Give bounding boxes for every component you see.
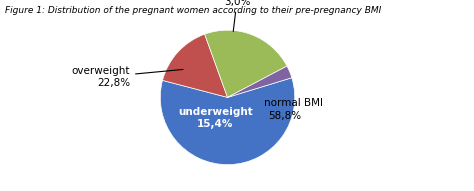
Wedge shape [228,66,292,97]
Text: 15,4%: 15,4% [197,119,234,129]
Text: Figure 1: Distribution of the pregnant women according to their pre-pregnancy BM: Figure 1: Distribution of the pregnant w… [5,6,381,15]
Text: overweight
22,8%: overweight 22,8% [72,66,183,88]
Text: 58,8%: 58,8% [268,111,301,121]
Wedge shape [160,78,295,165]
Wedge shape [205,30,287,97]
Wedge shape [163,34,228,97]
Text: normal BMI: normal BMI [264,98,323,108]
Text: obesity
3,0%: obesity 3,0% [219,0,256,32]
Text: underweight: underweight [178,107,253,117]
